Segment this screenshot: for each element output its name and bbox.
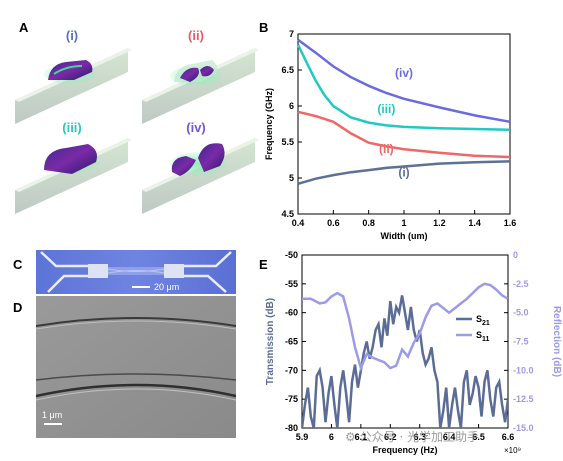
panel-b-label: B — [259, 20, 269, 35]
panel-d-sem: 1 μm — [36, 296, 236, 438]
chart-b-ytick-label: 6.5 — [281, 65, 294, 75]
chart-e-ytick-left-label: -65 — [285, 337, 298, 347]
chart-e-ytick-left-label: -50 — [285, 250, 298, 260]
chart-b-xtick-label: 0.6 — [327, 218, 340, 228]
sublabel-i: (i) — [66, 28, 78, 43]
chart-e-ylabel-right: Reflection (dB) — [551, 306, 562, 377]
chart-e: 5.9 6 6.1 6.2 6.3 6.4 6.5 6.6 -50 -55 -60 -65 -70 -75… — [265, 250, 562, 455]
chart-e-series-s11 — [302, 282, 508, 372]
sublabel-iii: (iii) — [62, 120, 82, 135]
render-mode-ii — [142, 48, 259, 124]
render-mode-iv — [142, 138, 259, 214]
chart-e-series-s21 — [302, 295, 508, 428]
chart-b-ytick-label: 6 — [289, 101, 294, 111]
chart-e-xtick-label: 6.3 — [413, 432, 426, 442]
chart-b-xtick-label: 0.4 — [292, 218, 305, 228]
chart-b-series-1 — [297, 160, 511, 186]
chart-e-xtick-label: 6.1 — [355, 432, 368, 442]
scalebar-d-label: 1 μm — [42, 410, 62, 420]
chart-e-xlabel: Frequency (Hz) — [372, 445, 437, 455]
panel-e-label: E — [259, 257, 268, 272]
chart-b-ytick-label: 4.5 — [281, 209, 294, 219]
chart-b-frame — [297, 33, 511, 215]
chart-e-ytick-right-label: -2.5 — [513, 279, 529, 289]
scalebar-c-label: 20 μm — [154, 282, 179, 292]
chart-e-ylabel-left: Transmission (dB) — [265, 298, 276, 385]
sublabel-ii: (ii) — [188, 28, 204, 43]
chart-b-ytick-label: 5 — [289, 173, 294, 183]
chart-e-ytick-right-label: -10.0 — [513, 365, 534, 375]
chart-e-xtick-label: 6 — [329, 432, 334, 442]
chart-b-xtick-label: 1.4 — [468, 218, 481, 228]
chart-b-xtick-label: 1.6 — [504, 218, 517, 228]
chart-b-series-3 — [296, 44, 511, 132]
chart-e-ytick-right-label: -7.5 — [513, 337, 529, 347]
chart-e-ytick-left-label: -60 — [285, 308, 298, 318]
chart-b-ytick-label: 7 — [289, 29, 294, 39]
chart-e-ytick-right-label: -5.0 — [513, 308, 529, 318]
chart-e-ytick-left-label: -75 — [285, 394, 298, 404]
panel-d-label: D — [13, 300, 23, 315]
chart-b-ytick-label: 5.5 — [281, 137, 294, 147]
chart-b-xtick-label: 0.8 — [362, 218, 375, 228]
panel-c-micrograph: 20 μm — [36, 250, 236, 294]
chart-e-ytick-left-label: -80 — [285, 423, 298, 433]
chart-e-ytick-right-label: -12.5 — [513, 394, 534, 404]
chart-b-series-label: (iii) — [377, 102, 395, 116]
watermark: ⚙ 公众号 · 光学加工助手 — [345, 430, 480, 444]
chart-e-xtick-label: 6.2 — [384, 432, 397, 442]
chart-e-ytick-right-label: 0 — [513, 250, 518, 260]
chart-e-legend-label: S11 — [476, 330, 490, 343]
sublabel-iv: (iv) — [186, 120, 206, 135]
chart-e-legend-label: S21 — [476, 314, 490, 327]
chart-e-xtick-label: 6.6 — [502, 432, 515, 442]
chart-b-series-label: (iv) — [395, 66, 413, 80]
render-mode-i — [15, 48, 132, 124]
chart-b-xlabel: Width (um) — [381, 231, 428, 241]
chart-b-ylabel: Frequency (GHz) — [264, 88, 274, 160]
chart-b-series-4 — [297, 38, 511, 124]
chart-b: 0.4 0.6 0.8 1 1.2 1.4 1.6 4.5 5 5.5 6 6.5 7 Width (um… — [264, 29, 517, 241]
chart-e-ytick-left-label: -55 — [285, 279, 298, 289]
chart-e-x-multiplier: ×10⁹ — [504, 446, 521, 455]
chart-b-xtick-label: 1.2 — [433, 218, 446, 228]
chart-e-xtick-label: 6.5 — [472, 432, 485, 442]
panel-c-label: C — [13, 257, 23, 272]
chart-b-series-2 — [297, 110, 511, 159]
panel-a-label: A — [19, 20, 29, 35]
chart-e-ytick-right-label: -15.0 — [513, 423, 534, 433]
chart-e-xtick-label: 5.9 — [296, 432, 309, 442]
chart-b-xtick-label: 1 — [401, 218, 406, 228]
chart-e-xtick-label: 6.4 — [443, 432, 456, 442]
panel-a-renders: (i) (ii) (iii) (iv) — [15, 28, 259, 214]
render-mode-iii — [15, 138, 132, 214]
chart-e-ytick-left-label: -70 — [285, 365, 298, 375]
chart-b-series-label: (ii) — [379, 142, 394, 156]
chart-b-series-label: (i) — [398, 166, 409, 180]
